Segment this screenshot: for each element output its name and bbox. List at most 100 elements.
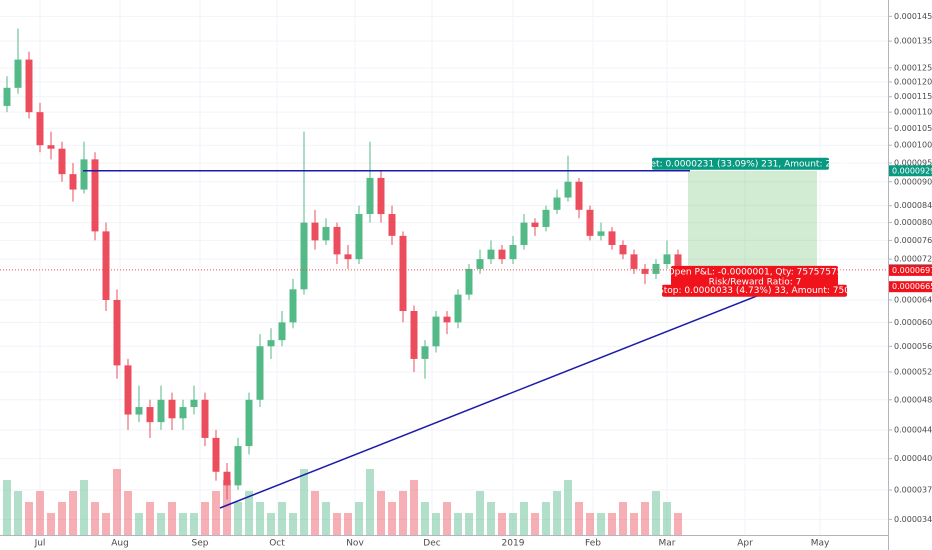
volume-bar (333, 513, 341, 535)
candle-body (333, 226, 341, 255)
x-tick-label: Feb (585, 539, 601, 549)
volume-bar (388, 502, 396, 535)
volume-bar (619, 502, 627, 535)
volume-bar (157, 513, 165, 535)
candle-body (3, 87, 11, 106)
volume-bar (179, 513, 187, 535)
candle-body (300, 222, 308, 290)
volume-bar (58, 502, 66, 535)
volume-bar (212, 491, 220, 535)
candle-body (432, 316, 440, 347)
candle-body (454, 294, 462, 323)
x-tick-label: Dec (423, 539, 440, 549)
volume-bar (234, 502, 242, 535)
volume-bar (146, 502, 154, 535)
candle-body (575, 181, 583, 210)
candle-body (399, 235, 407, 311)
volume-bar (366, 469, 374, 535)
candle-body (498, 249, 506, 260)
volume-bar (300, 469, 308, 535)
volume-bar (311, 491, 319, 535)
volume-bar (278, 502, 286, 535)
candle-body (608, 231, 616, 245)
candle-body (663, 254, 671, 264)
target-text: Target: 0.0000231 (33.09%) 231, Amount: … (631, 159, 849, 169)
candle-body (179, 407, 187, 419)
candle-body (168, 399, 176, 419)
candle-body (58, 148, 66, 175)
candle-body (14, 59, 22, 88)
candle-body (80, 159, 88, 190)
volume-bar (564, 480, 572, 535)
candle-body (355, 214, 363, 260)
candle-body (421, 346, 429, 359)
volume-bar (498, 513, 506, 535)
volume-bar (410, 480, 418, 535)
candle-body (256, 346, 264, 400)
volume-bar (652, 491, 660, 535)
candle-body (388, 214, 396, 236)
price-badge-label: 0.0000929 (892, 166, 932, 175)
volume-bar (344, 513, 352, 535)
x-tick-label: Aug (111, 539, 129, 549)
volume-bar (421, 502, 429, 535)
candle-body (542, 209, 550, 227)
candle-body (531, 222, 539, 227)
volume-bar (454, 513, 462, 535)
volume-bar (674, 513, 682, 535)
candle-body (36, 112, 44, 146)
candle-body (113, 299, 121, 366)
volume-bar (47, 513, 55, 535)
candle-body (234, 446, 242, 486)
price-badge-label: 0.0000697 (892, 266, 932, 275)
volume-bar (245, 491, 253, 535)
x-tick-label: Mar (659, 539, 676, 549)
trend-line (219, 272, 816, 509)
volume-bar (201, 502, 209, 535)
volume-bar (553, 491, 561, 535)
volume-bar (531, 513, 539, 535)
pnl-box (671, 265, 838, 288)
volume-bar (113, 469, 121, 535)
stop-text: Stop: 0.0000033 (4.73%) 33, Amount: 750 (658, 286, 850, 296)
candle-body (267, 340, 275, 347)
candle-body (146, 407, 154, 423)
price-badge (889, 165, 932, 177)
volume-bar (542, 502, 550, 535)
volume-bar (36, 491, 44, 535)
volume-bar (80, 480, 88, 535)
candle-body (344, 254, 352, 260)
candle-body (377, 177, 385, 215)
candle-body (641, 268, 649, 274)
candle-body (586, 209, 594, 236)
volume-bar (443, 502, 451, 535)
volume-bar (586, 513, 594, 535)
volume-bar (3, 480, 11, 535)
volume-bar (476, 491, 484, 535)
candle-body (47, 145, 55, 149)
pnl-text: Open P&L: -0.0000001, Qty: 75757575 (668, 267, 843, 277)
x-tick-label: Jul (34, 539, 46, 549)
candle-body (223, 471, 231, 486)
volume-bar (14, 491, 22, 535)
volume-bar (190, 513, 198, 535)
candle-body (322, 226, 330, 241)
candle-body (443, 316, 451, 323)
price-badge (889, 264, 932, 276)
x-tick-label: Sep (192, 539, 209, 549)
x-tick-label: Oct (269, 539, 285, 549)
